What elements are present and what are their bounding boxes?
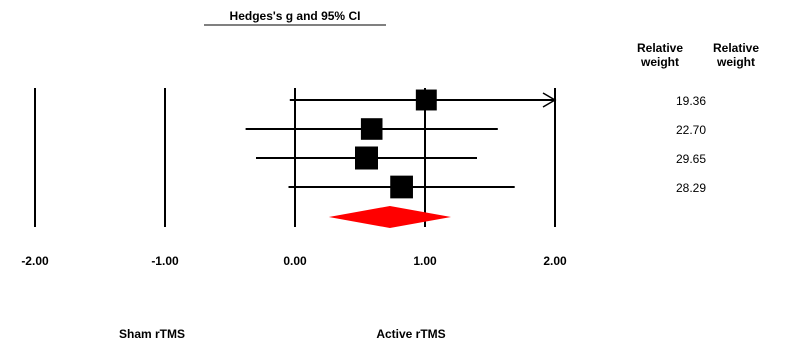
study-rows: [245, 89, 557, 199]
x-axis-tick-labels: -2.00 -1.00 0.00 1.00 2.00: [21, 254, 567, 268]
summary-diamond: [328, 206, 451, 228]
relative-weight-value: 29.65: [676, 152, 706, 166]
right-favours-label: Active rTMS: [376, 327, 445, 341]
weight-column-header-1: Relative weight: [637, 41, 683, 69]
chart-title: Hedges's g and 95% CI: [230, 9, 361, 23]
study-row-2: [245, 118, 498, 140]
weight-header-1-line-2: weight: [640, 55, 679, 69]
relative-weight-values: 19.36 22.70 29.65 28.29: [676, 94, 706, 195]
left-favours-label: Sham rTMS: [119, 327, 185, 341]
relative-weight-value: 28.29: [676, 181, 706, 195]
relative-weight-value: 19.36: [676, 94, 706, 108]
relative-weight-value: 22.70: [676, 123, 706, 137]
weight-header-1-line-1: Relative: [637, 41, 683, 55]
x-tick-label: 0.00: [283, 254, 307, 268]
effect-marker: [415, 89, 437, 111]
weight-column-header-2: Relative weight: [713, 41, 759, 69]
weight-header-2-line-1: Relative: [713, 41, 759, 55]
effect-marker: [390, 175, 413, 199]
x-tick-label: -2.00: [21, 254, 49, 268]
ci-arrow: [542, 92, 557, 108]
summary-effect: [328, 206, 451, 228]
effect-marker: [360, 118, 383, 140]
study-row-1: [289, 89, 557, 111]
x-tick-label: 2.00: [543, 254, 567, 268]
study-row-4: [288, 175, 515, 199]
study-row-3: [256, 146, 477, 170]
x-tick-label: 1.00: [413, 254, 437, 268]
weight-header-2-line-2: weight: [716, 55, 755, 69]
x-tick-label: -1.00: [151, 254, 179, 268]
effect-marker: [355, 146, 378, 170]
